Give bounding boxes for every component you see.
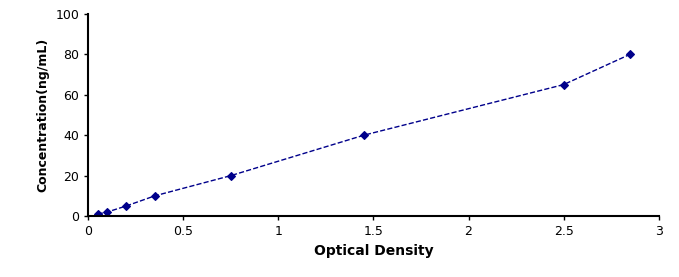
X-axis label: Optical Density: Optical Density xyxy=(314,244,433,258)
Y-axis label: Concentration(ng/mL): Concentration(ng/mL) xyxy=(37,38,50,192)
